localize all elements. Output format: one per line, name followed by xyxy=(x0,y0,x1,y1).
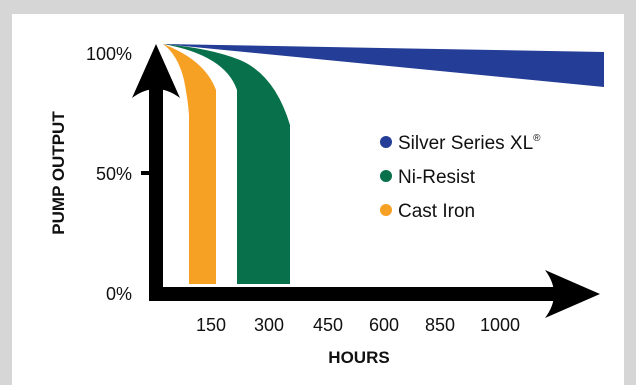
x-axis-title: HOURS xyxy=(328,348,389,367)
legend: Silver Series XL® Ni-Resist Cast Iron xyxy=(380,133,541,222)
y-tick-label-0: 0% xyxy=(106,284,132,304)
x-tick-label-1000: 1000 xyxy=(480,315,520,335)
axes xyxy=(132,44,600,318)
y-tick-label-50: 50% xyxy=(96,164,132,184)
legend-dot-ni-resist xyxy=(380,170,392,182)
legend-label-ni-resist: Ni-Resist xyxy=(398,167,476,188)
x-tick-label-450: 450 xyxy=(313,315,343,335)
x-tick-label-600: 600 xyxy=(369,315,399,335)
cast-iron-area xyxy=(163,44,216,284)
legend-label-cast-iron: Cast Iron xyxy=(398,201,475,222)
ni-resist-area xyxy=(163,44,290,284)
x-tick-label-150: 150 xyxy=(196,315,226,335)
legend-label-silver-series: Silver Series XL® xyxy=(398,133,541,154)
silver-series-area xyxy=(163,44,604,87)
legend-label-silver-series-text: Silver Series XL xyxy=(398,133,533,154)
pump-output-chart: 100% 50% 0% 150 300 450 600 850 1000 HOU… xyxy=(49,44,604,367)
legend-label-silver-series-sup: ® xyxy=(533,133,541,144)
y-tick-label-100: 100% xyxy=(86,44,132,64)
y-axis-arrowhead xyxy=(132,44,180,98)
chart-panel: 100% 50% 0% 150 300 450 600 850 1000 HOU… xyxy=(12,14,624,385)
y-axis-title: PUMP OUTPUT xyxy=(49,111,68,235)
y-axis-line xyxy=(149,80,163,301)
legend-dot-cast-iron xyxy=(380,204,392,216)
legend-dot-silver-series xyxy=(380,136,392,148)
x-tick-label-300: 300 xyxy=(254,315,284,335)
y-tick-mark-50 xyxy=(141,171,151,175)
x-tick-label-850: 850 xyxy=(425,315,455,335)
x-axis-arrowhead xyxy=(545,270,600,318)
x-axis-line xyxy=(149,287,560,301)
